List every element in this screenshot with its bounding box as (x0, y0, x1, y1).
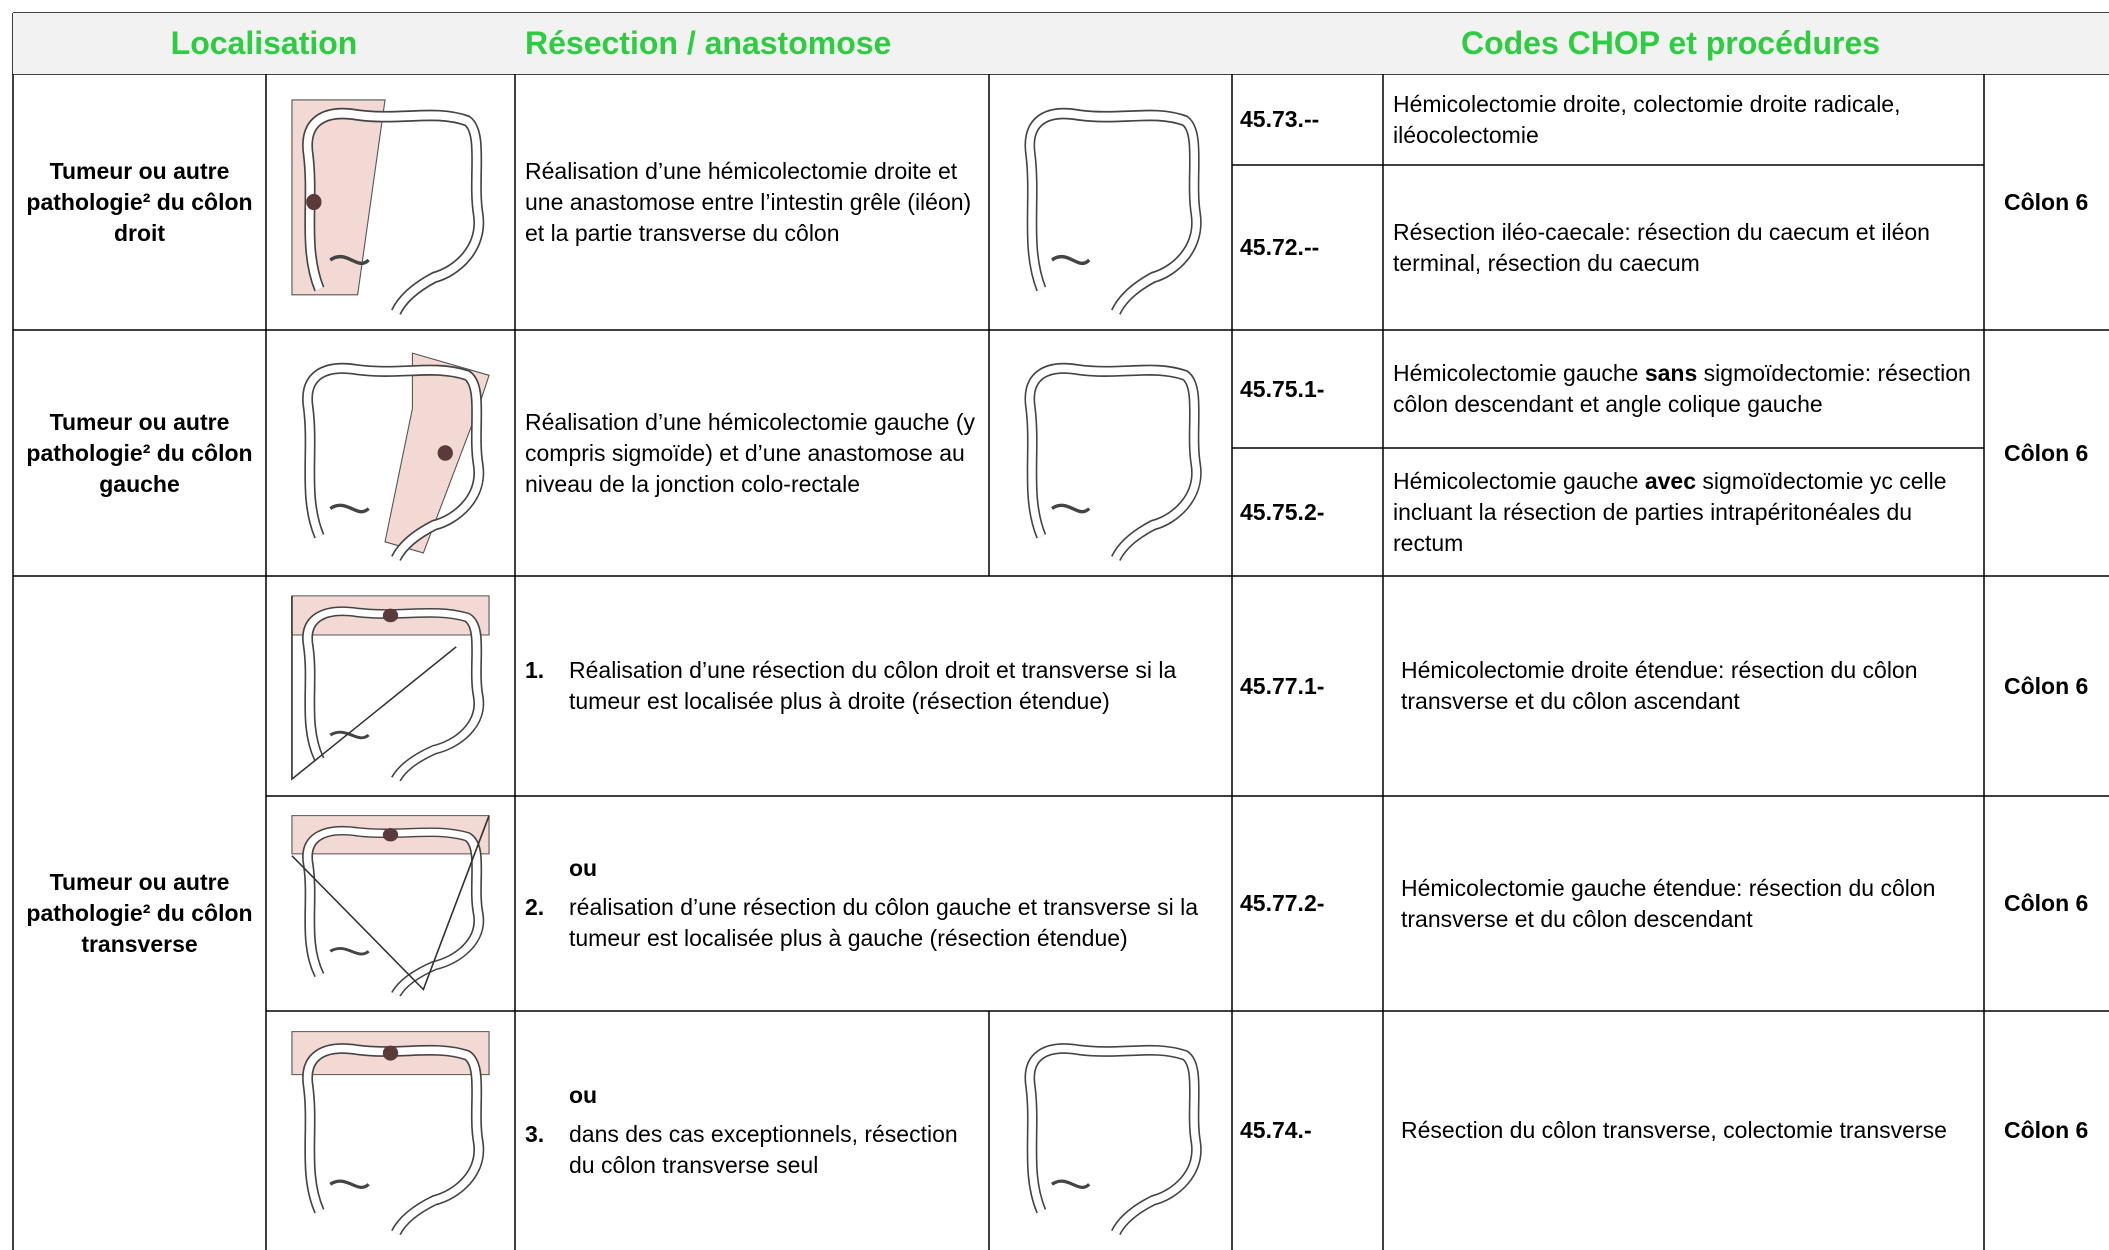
or-label: ou (569, 1082, 598, 1108)
description-part: Hémicolectomie gauche (1393, 360, 1645, 386)
item-number: 3. (525, 1121, 545, 1147)
group-label: Côlon 6 (2004, 1117, 2089, 1143)
item-text: Réalisation d’une résection du côlon dro… (569, 657, 1177, 714)
chop-code: 45.73.-- (1240, 106, 1320, 132)
header-cell: Localisation (13, 13, 515, 74)
list-item: 1. Réalisation d’une résection du côlon d… (525, 655, 1222, 717)
item-text: réalisation d’une résection du côlon gau… (569, 894, 1199, 951)
group-label: Côlon 6 (2004, 890, 2089, 916)
description-part: sigmoïdectomie: résection côlon descenda… (1393, 360, 1971, 417)
chop-code: 45.75.2- (1240, 498, 1325, 525)
resection-text: Réalisation d’une hémicolectomie droite … (525, 157, 972, 246)
description-text: Résection iléo-caecale: résection du cae… (1393, 217, 1974, 279)
item-number: 1. (525, 657, 545, 683)
localisation: Tumeur ou autre pathologie² du côlon gau… (26, 408, 253, 497)
procedure-description: Hémicolectomie gauche avec sigmoïdectomi… (1383, 448, 1984, 576)
procedure-description: Hémicolectomie droite, colectomie droite… (1383, 74, 1984, 165)
chop-code: 45.77.2- (1240, 890, 1325, 916)
header-cell: Résection / anastomose (515, 13, 1232, 74)
group-label: Côlon 6 (2004, 672, 2089, 699)
description-part: Résection iléo-caecale: résection du cae… (1393, 218, 1930, 276)
procedure-description: Résection iléo-caecale: résection du cae… (1383, 165, 1984, 330)
colon-illustration (1024, 362, 1202, 562)
localisation: Tumeur ou autre pathologie² du côlon dro… (26, 157, 253, 246)
item-text: dans des cas exceptionnels, résection du… (569, 1121, 958, 1178)
chop-code: 45.77.1- (1240, 672, 1325, 699)
list-item: 3. dans des cas exceptionnels, résection … (525, 1119, 979, 1181)
or-label: ou (569, 855, 598, 881)
bold-term: avec (1644, 467, 1697, 494)
colon-illustration (302, 352, 490, 562)
colon-illustration (291, 99, 485, 316)
procedure-description: Hémicolectomie gauche sans sigmoïdectomi… (1383, 330, 1984, 448)
description-text: Hémicolectomie gauche avec sigmoïdectomi… (1393, 466, 1974, 559)
procedure-description: Hémicolectomie droite étendue: résection… (1401, 657, 1918, 714)
resection-text: ou 3. dans des cas exceptionnels, résectio… (515, 1011, 989, 1250)
colon-illustration (1024, 107, 1202, 316)
chop-code: 45.72.-- (1240, 234, 1320, 260)
procedure-description: Résection du côlon transverse, colectomi… (1401, 1117, 1947, 1143)
group-label: Côlon 6 (2004, 439, 2089, 466)
description-text: Hémicolectomie droite, colectomie droite… (1393, 89, 1974, 151)
item-number: 2. (525, 894, 545, 920)
header-cell: Codes CHOP et procédures (1232, 13, 2109, 74)
localisation: Tumeur ou autre pathologie² du côlon tra… (26, 868, 253, 957)
description-part: Hémicolectomie droite, colectomie droite… (1393, 90, 1901, 148)
bold-term: sans (1644, 360, 1698, 386)
colon-illustration (291, 815, 490, 997)
resection-text: ou 2. réalisation d’une résection du côlon… (515, 796, 1232, 1011)
group-label: Côlon 6 (2004, 188, 2089, 215)
colon-illustration (291, 595, 490, 782)
procedure-description: Hémicolectomie gauche étendue: résection… (1401, 874, 1936, 932)
chop-code: 45.74.- (1240, 1117, 1312, 1143)
list-item: 2. réalisation d’une résection du côlon g… (525, 892, 1222, 954)
description-text: Hémicolectomie gauche sans sigmoïdectomi… (1393, 358, 1974, 420)
colon-illustration (1024, 1043, 1202, 1236)
description-part: Hémicolectomie gauche (1393, 467, 1645, 494)
resection-text: Réalisation d’une hémicolectomie gauche … (525, 408, 976, 497)
description-part: sigmoïdectomie yc celle incluant la rése… (1393, 467, 1947, 556)
chop-code: 45.75.1- (1240, 375, 1325, 402)
resection-text: 1. Réalisation d’une résection du côlon d… (515, 576, 1232, 796)
colon-illustration (291, 1031, 490, 1236)
